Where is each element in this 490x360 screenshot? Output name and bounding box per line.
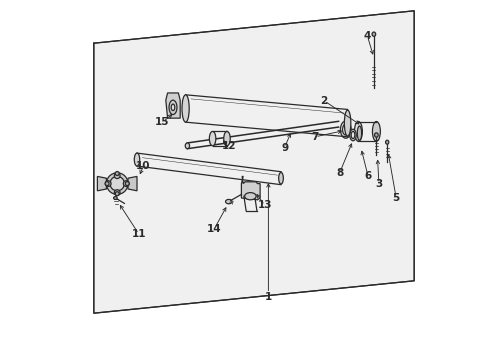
Ellipse shape bbox=[386, 140, 389, 144]
Ellipse shape bbox=[171, 104, 175, 111]
Ellipse shape bbox=[209, 131, 216, 146]
Ellipse shape bbox=[134, 153, 140, 166]
Ellipse shape bbox=[182, 95, 189, 122]
Ellipse shape bbox=[224, 131, 230, 146]
Ellipse shape bbox=[245, 193, 256, 200]
Ellipse shape bbox=[372, 122, 380, 141]
Ellipse shape bbox=[344, 110, 351, 136]
Polygon shape bbox=[242, 176, 260, 200]
Ellipse shape bbox=[125, 181, 129, 186]
Ellipse shape bbox=[372, 32, 376, 36]
Ellipse shape bbox=[115, 192, 119, 196]
Ellipse shape bbox=[357, 126, 362, 140]
Ellipse shape bbox=[350, 129, 356, 141]
Text: 7: 7 bbox=[312, 132, 319, 142]
Text: 5: 5 bbox=[392, 193, 400, 203]
Ellipse shape bbox=[169, 100, 177, 114]
Ellipse shape bbox=[105, 181, 109, 186]
Text: 6: 6 bbox=[365, 171, 372, 181]
Ellipse shape bbox=[354, 122, 363, 141]
Ellipse shape bbox=[185, 143, 190, 149]
Text: 12: 12 bbox=[221, 141, 236, 151]
Ellipse shape bbox=[343, 124, 349, 135]
Text: 13: 13 bbox=[258, 200, 272, 210]
Text: 1: 1 bbox=[265, 292, 272, 302]
Text: 2: 2 bbox=[320, 96, 328, 106]
Ellipse shape bbox=[279, 172, 283, 184]
Text: 11: 11 bbox=[131, 229, 146, 239]
Ellipse shape bbox=[105, 181, 111, 186]
Ellipse shape bbox=[115, 171, 119, 175]
Text: 10: 10 bbox=[136, 161, 151, 171]
Text: 15: 15 bbox=[155, 117, 170, 127]
Text: 3: 3 bbox=[375, 179, 383, 189]
Polygon shape bbox=[128, 176, 137, 191]
Text: 9: 9 bbox=[281, 143, 288, 153]
Ellipse shape bbox=[114, 173, 120, 179]
Polygon shape bbox=[94, 11, 414, 313]
Ellipse shape bbox=[114, 197, 117, 199]
Text: 4: 4 bbox=[364, 31, 371, 41]
Text: 8: 8 bbox=[336, 168, 343, 178]
Ellipse shape bbox=[341, 121, 351, 138]
Ellipse shape bbox=[123, 181, 129, 186]
Ellipse shape bbox=[110, 176, 124, 191]
Ellipse shape bbox=[225, 199, 232, 204]
Ellipse shape bbox=[106, 173, 128, 194]
Polygon shape bbox=[98, 176, 106, 191]
Polygon shape bbox=[166, 93, 180, 118]
Ellipse shape bbox=[351, 131, 355, 139]
Text: 14: 14 bbox=[207, 224, 221, 234]
Ellipse shape bbox=[374, 133, 378, 137]
Ellipse shape bbox=[114, 190, 120, 195]
